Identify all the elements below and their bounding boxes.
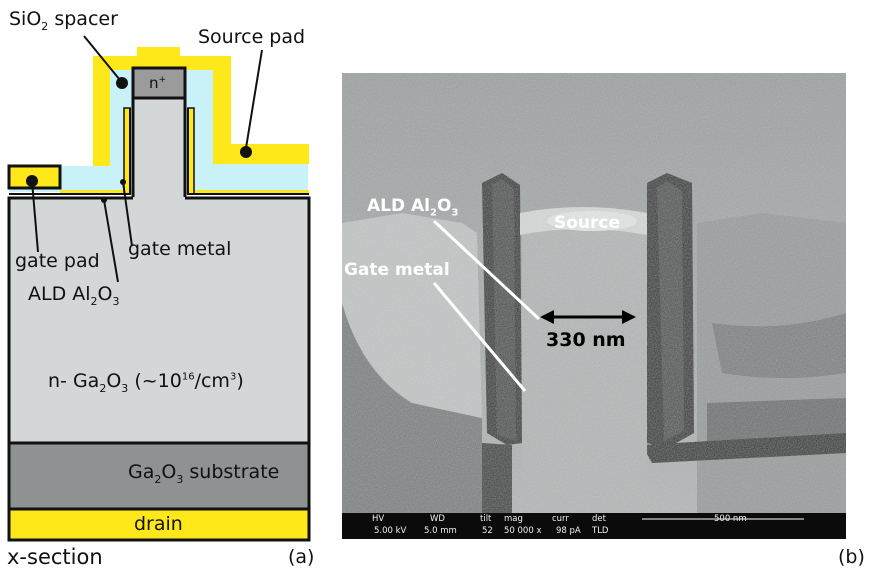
ald-label: ALD Al2O3 <box>28 283 120 308</box>
drift-label: n- Ga2O3 (~1016/cm3) <box>48 370 244 395</box>
gate-pad-label: gate pad <box>15 250 100 272</box>
sem-hv-value: 5.00 kV <box>374 526 407 536</box>
panel-b-tag: (b) <box>838 546 865 568</box>
sem-tilt-label: tilt <box>480 514 492 524</box>
sem-image <box>342 73 846 539</box>
gate-metal-label: gate metal <box>128 238 232 260</box>
sem-ald-label: ALD Al2O3 <box>367 196 459 219</box>
sem-det-value: TLD <box>592 526 609 536</box>
n-plus-cap <box>131 66 187 100</box>
sem-wd-value: 5.0 mm <box>424 526 457 536</box>
source-pad-label: Source pad <box>198 26 306 48</box>
sem-curr-label: curr <box>552 514 569 524</box>
source-pad-marker <box>240 146 252 158</box>
sem-hv-label: HV <box>372 514 385 524</box>
fin <box>133 96 185 200</box>
substrate-label: Ga2O3 substrate <box>128 461 280 486</box>
sem-info-bar: HV 5.00 kV WD 5.0 mm tilt 52 mag 50 000 … <box>342 513 846 539</box>
sem-wd-label: WD <box>430 514 445 524</box>
xsection-label: x-section <box>7 545 103 569</box>
panel-a-tag: (a) <box>288 546 315 568</box>
cross-section-diagram <box>7 35 311 542</box>
sem-gate-metal-label: Gate metal <box>344 260 450 280</box>
drain-label: drain <box>134 513 183 535</box>
sem-tilt-value: 52 <box>482 526 493 536</box>
sem-det-label: det <box>592 514 606 524</box>
n-plus-label: n+ <box>149 74 167 92</box>
substrate-layer <box>7 441 311 511</box>
sem-mag-value: 50 000 x <box>504 526 542 536</box>
sio2-spacer-label: SiO2 spacer <box>9 8 118 33</box>
sem-source-label: Source <box>554 213 621 233</box>
sem-scale-label: 500 nm <box>714 514 747 524</box>
sem-width-label: 330 nm <box>546 329 626 351</box>
sem-mag-label: mag <box>504 514 523 524</box>
drift-layer <box>7 196 311 445</box>
sem-curr-value: 98 pA <box>556 526 581 536</box>
drain-contact <box>7 507 311 542</box>
